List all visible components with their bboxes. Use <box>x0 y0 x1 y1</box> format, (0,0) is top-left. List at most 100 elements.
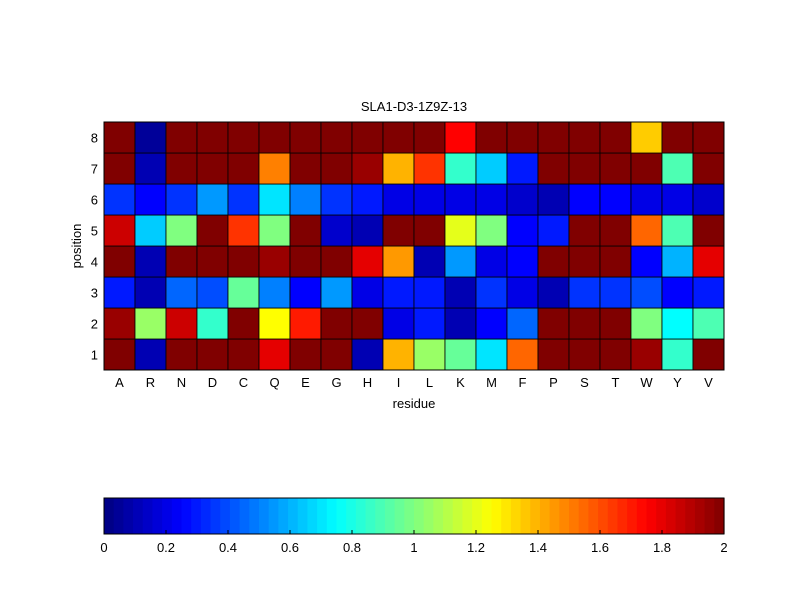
colorbar-step <box>171 498 183 534</box>
x-tick-label-K: K <box>456 375 465 390</box>
colorbar-step <box>249 498 260 534</box>
heatmap-cell-H-2 <box>351 307 384 340</box>
heatmap-cell-C-5 <box>227 214 260 247</box>
heatmap-cell-Y-5 <box>661 214 694 247</box>
heatmap-cell-S-7 <box>568 152 601 185</box>
heatmap-cell-E-3 <box>289 276 322 309</box>
colorbar-step <box>423 498 434 534</box>
colorbar-step <box>433 498 444 534</box>
heatmap-cell-W-4 <box>630 245 663 278</box>
x-tick-label-R: R <box>146 375 155 390</box>
heatmap-cell-K-6 <box>444 183 477 216</box>
heatmap-cell-D-3 <box>196 276 229 309</box>
colorbar-tick-label: 0.6 <box>281 540 299 555</box>
heatmap-cell-T-3 <box>599 276 632 309</box>
heatmap-cell-Y-2 <box>661 307 694 340</box>
heatmap-cell-M-6 <box>475 183 508 216</box>
x-tick-label-I: I <box>397 375 401 390</box>
heatmap-cell-A-3 <box>103 276 136 309</box>
x-tick-label-C: C <box>239 375 248 390</box>
heatmap-cell-T-5 <box>599 214 632 247</box>
heatmap-cell-T-1 <box>599 338 632 371</box>
colorbar-step <box>355 498 367 534</box>
heatmap-cell-P-6 <box>537 183 570 216</box>
heatmap-cell-F-2 <box>506 307 539 340</box>
colorbar-tick-label: 1.2 <box>467 540 485 555</box>
heatmap-cell-T-8 <box>599 121 632 154</box>
heatmap-cell-I-5 <box>382 214 415 247</box>
heatmap-cell-N-1 <box>165 338 198 371</box>
heatmap-cell-S-5 <box>568 214 601 247</box>
heatmap-cell-R-1 <box>134 338 167 371</box>
heatmap-cell-M-4 <box>475 245 508 278</box>
heatmap-cell-Y-1 <box>661 338 694 371</box>
colorbar-step <box>704 498 715 534</box>
heatmap-cell-W-5 <box>630 214 663 247</box>
colorbar-tick-label: 1.6 <box>591 540 609 555</box>
heatmap-cell-I-4 <box>382 245 415 278</box>
heatmap-cell-L-6 <box>413 183 446 216</box>
colorbar-step <box>685 498 696 534</box>
heatmap-cell-K-2 <box>444 307 477 340</box>
heatmap-cell-D-2 <box>196 307 229 340</box>
heatmap-cell-I-2 <box>382 307 415 340</box>
heatmap-cell-P-4 <box>537 245 570 278</box>
colorbar-step <box>365 498 376 534</box>
heatmap-cell-N-3 <box>165 276 198 309</box>
heatmap-cell-H-4 <box>351 245 384 278</box>
heatmap-cell-C-4 <box>227 245 260 278</box>
colorbar-step <box>229 498 241 534</box>
heatmap-cell-C-1 <box>227 338 260 371</box>
y-tick-label-1: 1 <box>91 348 98 363</box>
colorbar-step <box>569 498 580 534</box>
x-tick-label-F: F <box>519 375 527 390</box>
heatmap-cell-R-4 <box>134 245 167 278</box>
heatmap-cell-C-3 <box>227 276 260 309</box>
colorbar-step <box>520 498 531 534</box>
heatmap-cell-I-1 <box>382 338 415 371</box>
colorbar-step <box>481 498 493 534</box>
heatmap-cell-G-3 <box>320 276 353 309</box>
heatmap-cell-Q-8 <box>258 121 291 154</box>
heatmap-cell-Q-2 <box>258 307 291 340</box>
heatmap-cell-G-2 <box>320 307 353 340</box>
colorbar-step <box>104 498 115 534</box>
heatmap-cell-Y-8 <box>661 121 694 154</box>
x-tick-label-Y: Y <box>673 375 682 390</box>
heatmap-cell-I-6 <box>382 183 415 216</box>
heatmap-cell-C-8 <box>227 121 260 154</box>
heatmap-cell-F-7 <box>506 152 539 185</box>
heatmap-cell-D-1 <box>196 338 229 371</box>
y-tick-label-3: 3 <box>91 286 98 301</box>
heatmap-cell-D-5 <box>196 214 229 247</box>
heatmap-cell-R-7 <box>134 152 167 185</box>
x-tick-label-D: D <box>208 375 217 390</box>
heatmap-cell-E-2 <box>289 307 322 340</box>
heatmap-cell-A-5 <box>103 214 136 247</box>
colorbar-step <box>539 498 551 534</box>
colorbar-step <box>491 498 502 534</box>
heatmap-cell-R-2 <box>134 307 167 340</box>
heatmap-cell-M-1 <box>475 338 508 371</box>
colorbar-step <box>317 498 328 534</box>
colorbar-step <box>549 498 560 534</box>
heatmap-cell-L-4 <box>413 245 446 278</box>
heatmap-cell-Y-4 <box>661 245 694 278</box>
colorbar-tick-label: 0.2 <box>157 540 175 555</box>
y-tick-label-7: 7 <box>91 162 98 177</box>
colorbar-step <box>443 498 454 534</box>
heatmap-cell-K-3 <box>444 276 477 309</box>
colorbar-step <box>191 498 202 534</box>
heatmap-cell-F-4 <box>506 245 539 278</box>
heatmap-cell-L-8 <box>413 121 446 154</box>
colorbar-tick-label: 0.4 <box>219 540 237 555</box>
x-tick-label-G: G <box>331 375 341 390</box>
colorbar-step <box>278 498 289 534</box>
x-tick-label-Q: Q <box>269 375 279 390</box>
colorbar-step <box>694 498 706 534</box>
heatmap-cell-H-1 <box>351 338 384 371</box>
heatmap-cell-Q-6 <box>258 183 291 216</box>
heatmap-cell-L-5 <box>413 214 446 247</box>
